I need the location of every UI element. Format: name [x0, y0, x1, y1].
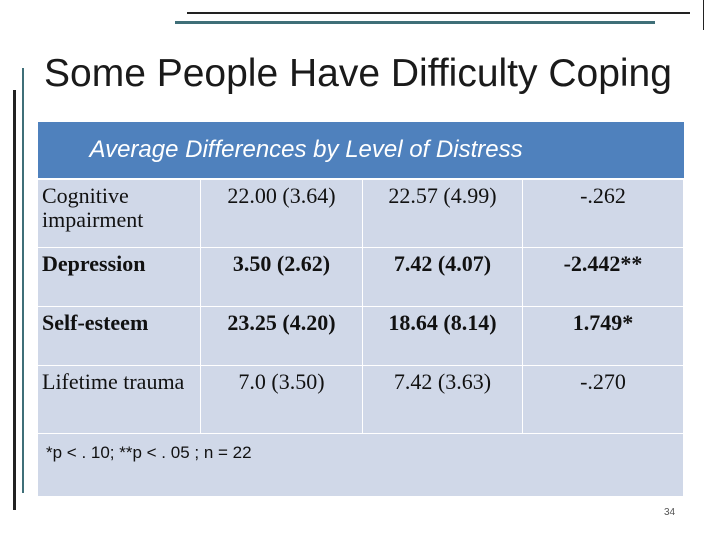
table-caption: Average Differences by Level of Distress [37, 122, 684, 180]
corner-rule [703, 0, 704, 30]
cell: -.270 [521, 364, 685, 434]
left-bar-accent [22, 68, 24, 493]
row-label: Cognitive impairment [37, 178, 201, 248]
cell: 7.42 (4.07) [362, 246, 523, 307]
cell: -2.442** [521, 246, 685, 307]
slide-title: Some People Have Difficulty Coping [44, 52, 672, 95]
cell: 18.64 (8.14) [362, 305, 523, 366]
page-number: 34 [664, 507, 676, 518]
cell: -.262 [521, 178, 685, 248]
cell: 22.00 (3.64) [200, 178, 363, 248]
top-rule-accent [175, 21, 655, 24]
row-label: Self-esteem [37, 305, 201, 366]
left-bar [13, 90, 16, 510]
cell: 22.57 (4.99) [362, 178, 523, 248]
results-table: Average Differences by Level of Distress… [36, 122, 685, 497]
cell: 7.0 (3.50) [200, 364, 363, 434]
cell: 7.42 (3.63) [362, 364, 523, 434]
cell: 3.50 (2.62) [200, 246, 363, 307]
top-rule [187, 12, 690, 14]
row-label: Depression [37, 246, 201, 307]
cell: 23.25 (4.20) [200, 305, 363, 366]
row-label: Lifetime trauma [37, 364, 201, 434]
table-note: *p < . 10; **p < . 05 ; n = 22 [36, 432, 685, 497]
cell: 1.749* [521, 305, 685, 366]
